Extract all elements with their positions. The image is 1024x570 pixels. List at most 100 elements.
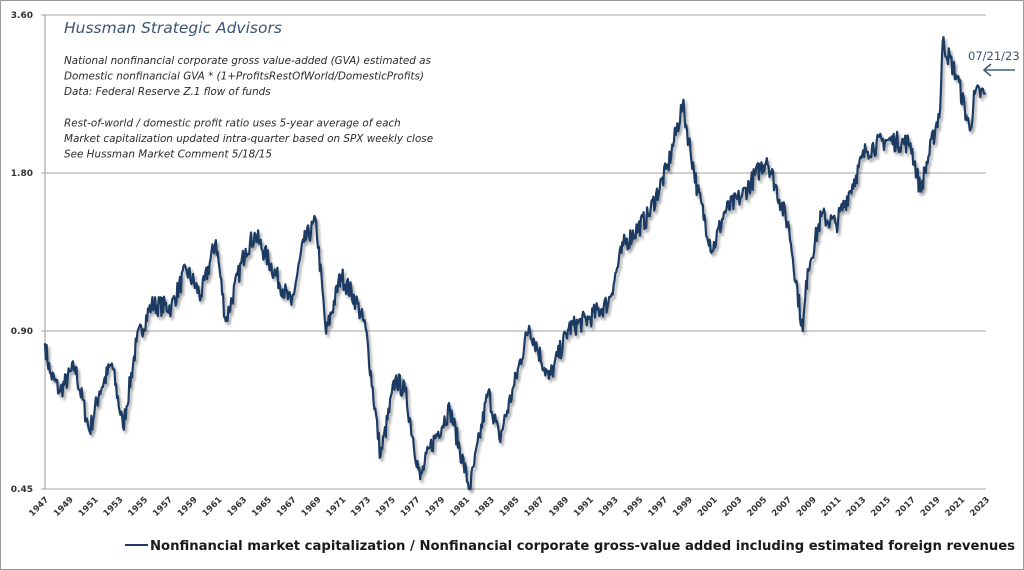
data-point (324, 332, 328, 335)
data-point (199, 294, 203, 297)
x-tick-label: 2011 (820, 495, 844, 519)
x-tick-label: 1969 (300, 495, 324, 519)
data-point (170, 305, 173, 309)
y-tick-labels: 3.60 1.80 0.90 0.45 (11, 11, 33, 495)
legend-label: Nonfinancial market capitalization / Non… (150, 539, 1015, 554)
x-tick-label: 1977 (399, 495, 423, 519)
data-point (567, 327, 570, 330)
x-tick-label: 1967 (275, 495, 299, 519)
data-point (58, 390, 61, 393)
data-point (110, 362, 113, 365)
x-tick-label: 1995 (622, 495, 646, 519)
x-tick-label: 1989 (547, 495, 571, 519)
data-point (364, 327, 367, 330)
data-point (448, 407, 451, 410)
note-line: Data: Federal Reserve Z.1 flow of funds (64, 86, 271, 98)
note-line: Domestic nonfinancial GVA * (1+ProfitsRe… (64, 71, 424, 83)
x-tick-label: 1983 (473, 495, 497, 519)
chart-title: Hussman Strategic Advisors (64, 19, 282, 37)
data-point (973, 92, 976, 95)
data-point (884, 138, 887, 142)
data-point (552, 365, 555, 368)
date-annotation: 07/21/23 (968, 49, 1020, 63)
y-tick-label: 3.60 (11, 11, 33, 21)
note-line: See Hussman Market Comment 5/18/15 (64, 149, 272, 161)
data-point (98, 390, 101, 393)
data-point (121, 426, 125, 429)
x-tick-label: 2017 (894, 495, 918, 519)
x-tick-label: 2023 (968, 495, 992, 519)
data-point (468, 487, 471, 491)
data-point (607, 301, 610, 304)
data-point (135, 340, 138, 343)
x-tick-label: 1981 (448, 495, 472, 519)
x-tick-label: 1961 (201, 495, 225, 519)
x-tick-label: 2009 (795, 495, 819, 519)
data-point (919, 188, 922, 192)
data-point (941, 40, 944, 43)
x-tick-label: 2013 (844, 495, 868, 519)
x-tick-label: 1963 (225, 495, 249, 519)
data-point (290, 303, 293, 306)
data-point (806, 268, 809, 271)
x-tick-label: 1997 (646, 495, 670, 519)
x-tick-label: 1979 (424, 495, 448, 519)
data-point (723, 210, 726, 213)
data-point (339, 274, 343, 277)
data-point (587, 317, 590, 320)
x-tick-label: 1951 (77, 495, 101, 519)
gridlines (41, 14, 986, 490)
x-tick-label: 1985 (498, 495, 522, 519)
data-point (983, 92, 986, 95)
data-point (302, 240, 305, 244)
series-points (43, 40, 986, 491)
chart-notes: National nonfinancial corporate gross va… (64, 55, 433, 161)
data-point (696, 188, 699, 192)
x-tick-label: 1957 (151, 495, 175, 519)
annotation-arrow-icon (982, 63, 1015, 77)
data-point (513, 383, 516, 387)
data-point (487, 390, 490, 393)
data-point (681, 103, 684, 106)
x-tick-label: 2021 (944, 495, 968, 519)
x-tick-label: 1999 (671, 495, 695, 519)
x-tick-label: 1949 (52, 495, 76, 519)
data-point (666, 165, 669, 168)
data-point (88, 430, 91, 433)
x-tick-label: 1991 (572, 495, 596, 519)
data-point (711, 249, 714, 252)
data-point (428, 446, 432, 449)
data-point (968, 129, 972, 132)
x-tick-label: 1971 (324, 495, 348, 519)
data-point (73, 365, 76, 368)
x-tick-label: 1973 (349, 495, 373, 519)
data-point (740, 194, 744, 197)
data-point (854, 174, 858, 177)
note-line: National nonfinancial corporate gross va… (64, 55, 432, 67)
x-tick-label: 1959 (176, 495, 200, 519)
x-tick-label: 1975 (374, 495, 398, 519)
x-tick-label: 1953 (102, 495, 126, 519)
series-line (43, 36, 986, 491)
data-point (547, 377, 551, 380)
x-tick-label: 1987 (523, 495, 547, 519)
data-point (379, 454, 382, 458)
data-point (315, 221, 318, 224)
data-point (48, 371, 52, 374)
x-tick-label: 1947 (27, 495, 51, 519)
data-point (956, 76, 959, 80)
data-point (244, 247, 247, 251)
data-point (224, 319, 227, 323)
note-line: Rest-of-world / domestic profit ratio us… (64, 117, 401, 129)
data-point (939, 107, 942, 110)
data-point (394, 377, 397, 380)
data-point (43, 342, 47, 346)
data-point (835, 222, 838, 225)
data-point (404, 390, 407, 393)
data-point (214, 239, 217, 242)
data-point (419, 477, 422, 481)
x-tick-label: 1965 (250, 495, 274, 519)
data-point (909, 142, 912, 145)
